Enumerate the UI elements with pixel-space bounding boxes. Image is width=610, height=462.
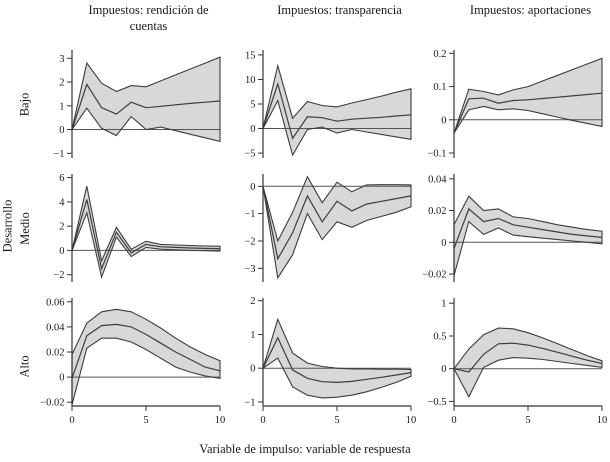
y-tick-label: −3	[244, 264, 255, 275]
y-tick-label: 0.04	[428, 174, 447, 185]
y-tick-label: −2	[244, 237, 255, 248]
row-alto: Alto −0.02 0 0.02 0.04 0.06 0 5 10 −1 0 1 2 0 5 10 −0…	[16, 294, 610, 438]
subplot-alto-transparencia: −1 0 1 2 0 5 10	[244, 296, 417, 426]
x-tick-label: 5	[143, 415, 148, 426]
y-tick-label: 0	[441, 238, 446, 249]
y-tick-label: −0.1	[427, 149, 446, 160]
band-outline	[453, 327, 603, 399]
row-label-alto: Alto	[17, 354, 32, 378]
row-label-bajo: Bajo	[17, 92, 32, 116]
median-line	[71, 323, 221, 379]
confidence-band	[72, 186, 220, 278]
band-outline	[71, 185, 221, 280]
row-bajo: Bajo −1 0 1 2 3 −5 0 5 10 15 −0.1 0 0.1 0.2	[16, 46, 610, 162]
confidence-band	[263, 319, 411, 398]
band-outline	[453, 57, 603, 134]
y-tick-label: 4	[59, 197, 65, 208]
x-tick-label: 0	[69, 415, 74, 426]
y-tick-label: 0.04	[46, 322, 65, 333]
x-tick-label: 5	[334, 415, 339, 426]
confidence-band	[263, 176, 411, 278]
y-tick-label: 0.1	[433, 82, 446, 93]
y-tick-label: 15	[245, 50, 256, 61]
median-line	[453, 207, 603, 249]
band-outline	[262, 63, 412, 157]
y-tick-label: 0.2	[433, 49, 446, 60]
y-tick-label: 1	[250, 330, 255, 341]
median-line	[262, 336, 412, 384]
x-axis-caption: Variable de impulso: variable de respues…	[199, 442, 411, 456]
y-tick-label: −5	[244, 149, 255, 160]
confidence-band	[72, 57, 220, 142]
x-tick-label: 0	[451, 415, 456, 426]
y-tick-label: 0	[250, 364, 255, 375]
band-outline	[71, 56, 221, 143]
band-outline	[453, 195, 603, 276]
band-outline	[262, 175, 412, 280]
y-axis-group-label: Desarrollo	[0, 199, 15, 253]
y-tick-label: −0.02	[40, 398, 64, 409]
subplot-medio-transparencia: −3 −2 −1 0	[244, 174, 412, 282]
median-line	[262, 81, 412, 140]
y-tick-label: 0	[250, 124, 255, 135]
confidence-band	[454, 328, 602, 397]
y-tick-label: 5	[250, 100, 255, 111]
subplot-bajo-aportaciones: −0.1 0 0.1 0.2	[427, 49, 603, 160]
y-tick-label: 0.5	[433, 332, 446, 343]
median-line	[453, 342, 603, 373]
x-tick-label: 5	[525, 415, 530, 426]
row-label-medio: Medio	[17, 211, 32, 245]
y-tick-label: 10	[245, 75, 256, 86]
y-tick-label: −1	[244, 398, 255, 409]
y-tick-label: 1	[59, 101, 64, 112]
subplot-medio-rendicion: −2 0 2 4 6	[53, 173, 221, 282]
column-title-rendicion-cuentas: Impuestos: rendición de cuentas	[88, 3, 209, 34]
median-line	[71, 83, 221, 130]
median-line	[71, 199, 221, 271]
y-tick-label: 0	[59, 373, 64, 384]
x-tick-label: 10	[406, 415, 417, 426]
confidence-band	[454, 196, 602, 276]
median-line	[453, 92, 603, 134]
y-tick-label: −0.02	[422, 270, 446, 281]
x-tick-label: 10	[597, 415, 608, 426]
y-tick-label: 1	[441, 299, 446, 310]
y-tick-label: 6	[59, 173, 64, 184]
subplot-medio-aportaciones: −0.02 0 0.02 0.04	[422, 174, 603, 282]
column-title-transparencia: Impuestos: transparencia	[277, 3, 402, 17]
y-tick-label: 2	[250, 296, 255, 307]
y-tick-label: 0	[250, 182, 255, 193]
y-tick-label: −1	[244, 209, 255, 220]
subplot-bajo-rendicion: −1 0 1 2 3	[53, 50, 221, 160]
subplot-alto-rendicion: −0.02 0 0.02 0.04 0.06 0 5 10	[40, 297, 226, 426]
subplot-bajo-transparencia: −5 0 5 10 15	[244, 50, 412, 160]
band-outline	[71, 308, 221, 405]
y-tick-label: 2	[59, 78, 64, 89]
y-tick-label: −1	[53, 149, 64, 160]
median-line	[262, 186, 412, 261]
y-tick-label: 0.02	[428, 206, 446, 217]
y-tick-label: 2	[59, 222, 64, 233]
y-tick-label: 0.02	[46, 348, 64, 359]
y-tick-label: 0	[441, 115, 446, 126]
subplot-alto-aportaciones: −0.500.510 5 10	[427, 298, 608, 426]
y-tick-label: 3	[59, 54, 64, 65]
confidence-band	[454, 58, 602, 134]
x-tick-label: 10	[215, 415, 226, 426]
y-tick-label: 0.06	[46, 297, 64, 308]
y-tick-label: 0	[59, 125, 64, 136]
y-tick-label: −0.5	[427, 397, 446, 408]
y-tick-label: 0	[59, 246, 64, 257]
row-medio: Medio −2 0 2 4 6 −3 −2 −1 0 −0.02 0 0.02 0.04	[16, 170, 610, 286]
confidence-band	[72, 309, 220, 405]
column-title-aportaciones: Impuestos: aportaciones	[469, 3, 592, 17]
y-tick-label: −2	[53, 270, 64, 281]
column-titles-row: Impuestos: rendición de cuentas Impuesto…	[34, 2, 610, 46]
y-tick-label: 0	[441, 364, 446, 375]
x-tick-label: 0	[260, 415, 265, 426]
